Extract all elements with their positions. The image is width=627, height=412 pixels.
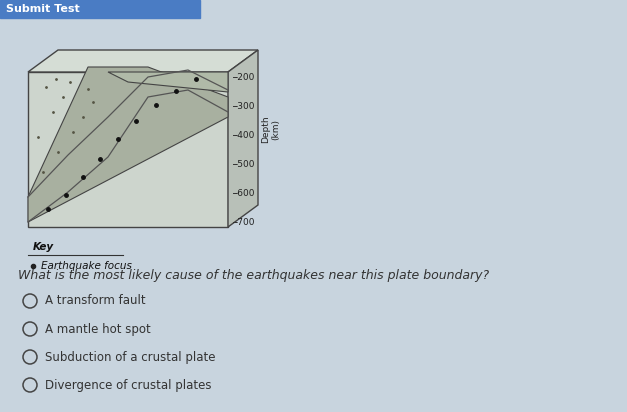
- Text: Earthquake focus: Earthquake focus: [41, 261, 132, 271]
- Text: Key: Key: [33, 242, 54, 252]
- Text: Submit Test: Submit Test: [6, 4, 80, 14]
- Text: -200: -200: [235, 73, 255, 82]
- Polygon shape: [28, 67, 228, 222]
- Text: Depth
(km): Depth (km): [261, 116, 281, 143]
- Bar: [28, 72, 228, 227]
- Polygon shape: [108, 72, 228, 92]
- Bar: [0, 0, 200, 18]
- Text: Divergence of crustal plates: Divergence of crustal plates: [45, 379, 211, 391]
- Text: -700: -700: [235, 218, 255, 227]
- Text: -500: -500: [235, 159, 255, 169]
- Polygon shape: [28, 50, 258, 72]
- Polygon shape: [228, 50, 258, 227]
- Text: What is the most likely cause of the earthquakes near this plate boundary?: What is the most likely cause of the ear…: [18, 269, 489, 282]
- Text: -600: -600: [235, 189, 255, 197]
- Text: -300: -300: [235, 101, 255, 110]
- Text: A mantle hot spot: A mantle hot spot: [45, 323, 150, 335]
- Text: -400: -400: [235, 131, 255, 140]
- Text: Subduction of a crustal plate: Subduction of a crustal plate: [45, 351, 216, 363]
- Text: A transform fault: A transform fault: [45, 295, 145, 307]
